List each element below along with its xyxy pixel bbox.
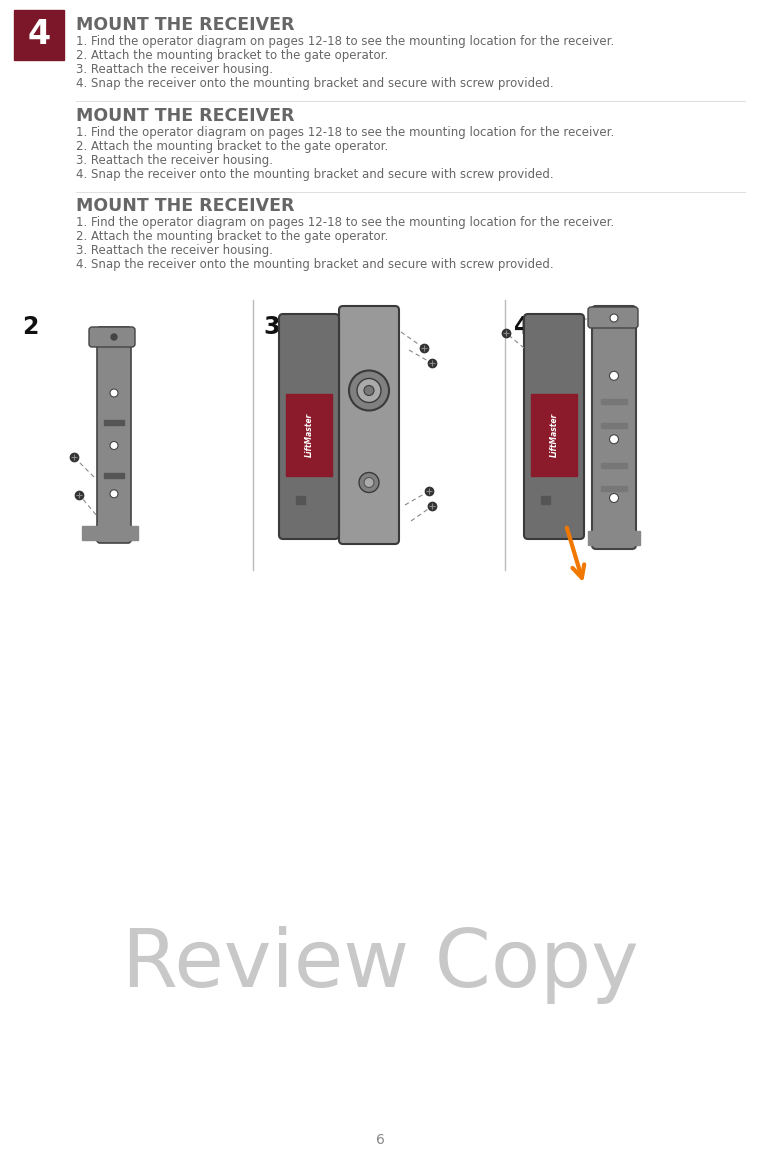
FancyBboxPatch shape	[592, 305, 636, 550]
Bar	[96, 526, 138, 540]
Text: 1. Find the operator diagram on pages 12-18 to see the mounting location for the: 1. Find the operator diagram on pages 12…	[76, 126, 614, 139]
Text: 4. Snap the receiver onto the mounting bracket and secure with screw provided.: 4. Snap the receiver onto the mounting b…	[76, 78, 553, 90]
Bar	[104, 420, 124, 426]
Bar	[601, 463, 627, 467]
Bar	[296, 496, 305, 504]
Text: 3: 3	[263, 315, 279, 339]
Bar	[286, 393, 332, 477]
Circle shape	[359, 472, 379, 493]
Circle shape	[110, 389, 118, 397]
Text: MOUNT THE RECEIVER: MOUNT THE RECEIVER	[76, 16, 295, 34]
Bar	[588, 531, 640, 545]
Text: 3. Reattach the receiver housing.: 3. Reattach the receiver housing.	[76, 62, 273, 76]
Text: 2. Attach the mounting bracket to the gate operator.: 2. Attach the mounting bracket to the ga…	[76, 49, 388, 62]
Text: 2. Attach the mounting bracket to the gate operator.: 2. Attach the mounting bracket to the ga…	[76, 230, 388, 243]
Text: 4. Snap the receiver onto the mounting bracket and secure with screw provided.: 4. Snap the receiver onto the mounting b…	[76, 258, 553, 271]
FancyBboxPatch shape	[97, 327, 131, 543]
Bar	[14, 10, 64, 60]
Text: 2: 2	[22, 315, 38, 339]
Text: LiftMaster: LiftMaster	[549, 413, 559, 457]
FancyBboxPatch shape	[588, 307, 638, 327]
FancyBboxPatch shape	[524, 314, 584, 539]
Bar	[601, 486, 627, 492]
Bar	[601, 422, 627, 428]
Text: 1. Find the operator diagram on pages 12-18 to see the mounting location for the: 1. Find the operator diagram on pages 12…	[76, 35, 614, 47]
FancyBboxPatch shape	[279, 314, 339, 539]
Circle shape	[610, 314, 618, 322]
Bar	[82, 526, 100, 540]
Text: Review Copy: Review Copy	[122, 926, 638, 1004]
Text: 1. Find the operator diagram on pages 12-18 to see the mounting location for the: 1. Find the operator diagram on pages 12…	[76, 216, 614, 229]
Circle shape	[110, 442, 118, 450]
Circle shape	[111, 334, 117, 340]
Text: MOUNT THE RECEIVER: MOUNT THE RECEIVER	[76, 197, 295, 215]
Circle shape	[110, 489, 118, 498]
Bar	[541, 496, 550, 504]
Circle shape	[610, 494, 619, 502]
Bar	[531, 393, 577, 477]
Text: 2. Attach the mounting bracket to the gate operator.: 2. Attach the mounting bracket to the ga…	[76, 140, 388, 153]
Circle shape	[364, 385, 374, 396]
Text: MOUNT THE RECEIVER: MOUNT THE RECEIVER	[76, 106, 295, 125]
Circle shape	[610, 435, 619, 444]
FancyBboxPatch shape	[339, 305, 399, 544]
Text: 3. Reattach the receiver housing.: 3. Reattach the receiver housing.	[76, 244, 273, 257]
Text: 4: 4	[27, 19, 50, 52]
Bar	[104, 473, 124, 478]
Text: 3. Reattach the receiver housing.: 3. Reattach the receiver housing.	[76, 154, 273, 167]
FancyBboxPatch shape	[89, 327, 135, 347]
Circle shape	[364, 478, 374, 487]
Circle shape	[610, 371, 619, 381]
Text: 4: 4	[514, 315, 530, 339]
Circle shape	[357, 378, 381, 403]
Text: 4. Snap the receiver onto the mounting bracket and secure with screw provided.: 4. Snap the receiver onto the mounting b…	[76, 168, 553, 180]
Bar	[601, 399, 627, 404]
Text: 6: 6	[376, 1133, 384, 1147]
Text: LiftMaster: LiftMaster	[304, 413, 314, 457]
Circle shape	[349, 370, 389, 411]
